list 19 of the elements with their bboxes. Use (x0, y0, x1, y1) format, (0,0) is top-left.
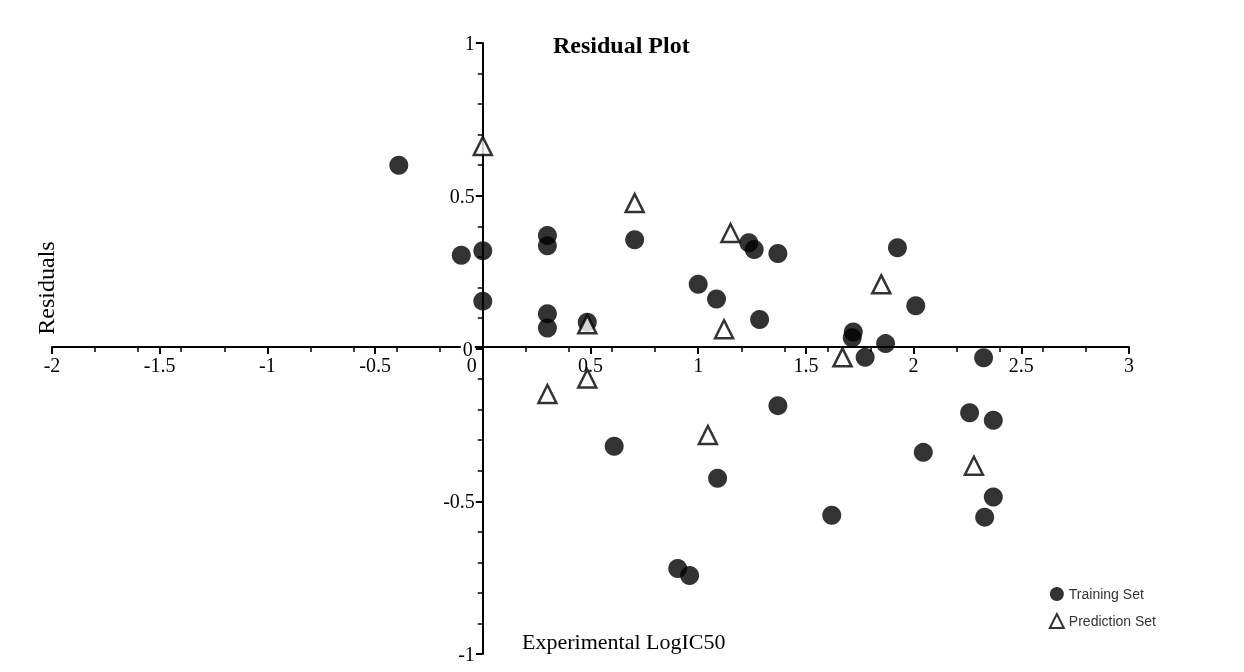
y-axis-title: Residuals (33, 241, 59, 335)
x-tick-label: 1 (693, 354, 704, 376)
y-tick-label: -0.5 (443, 490, 475, 513)
x-tick-label: 0.5 (578, 354, 603, 376)
x-tick-label: 1.5 (793, 354, 819, 376)
x-tick-label: -0.5 (359, 354, 391, 376)
chart-title: Residual Plot (553, 32, 690, 58)
x-tick-label: -2 (43, 354, 61, 376)
y-tick-label: 1 (464, 32, 475, 54)
legend-label: Prediction Set (1068, 613, 1157, 629)
y-tick-label: 0.5 (449, 184, 475, 207)
x-axis-title: Experimental LogIC50 (522, 628, 726, 654)
x-tick-label: -1.5 (143, 354, 176, 376)
x-tick-label: 2.5 (1008, 354, 1034, 376)
legend-label: Training Set (1068, 586, 1144, 602)
x-tick-label: 2 (908, 354, 919, 376)
x-tick-label: -1 (259, 354, 276, 376)
x-tick-label: 3 (1124, 354, 1134, 376)
y-tick-label: -1 (458, 643, 475, 665)
